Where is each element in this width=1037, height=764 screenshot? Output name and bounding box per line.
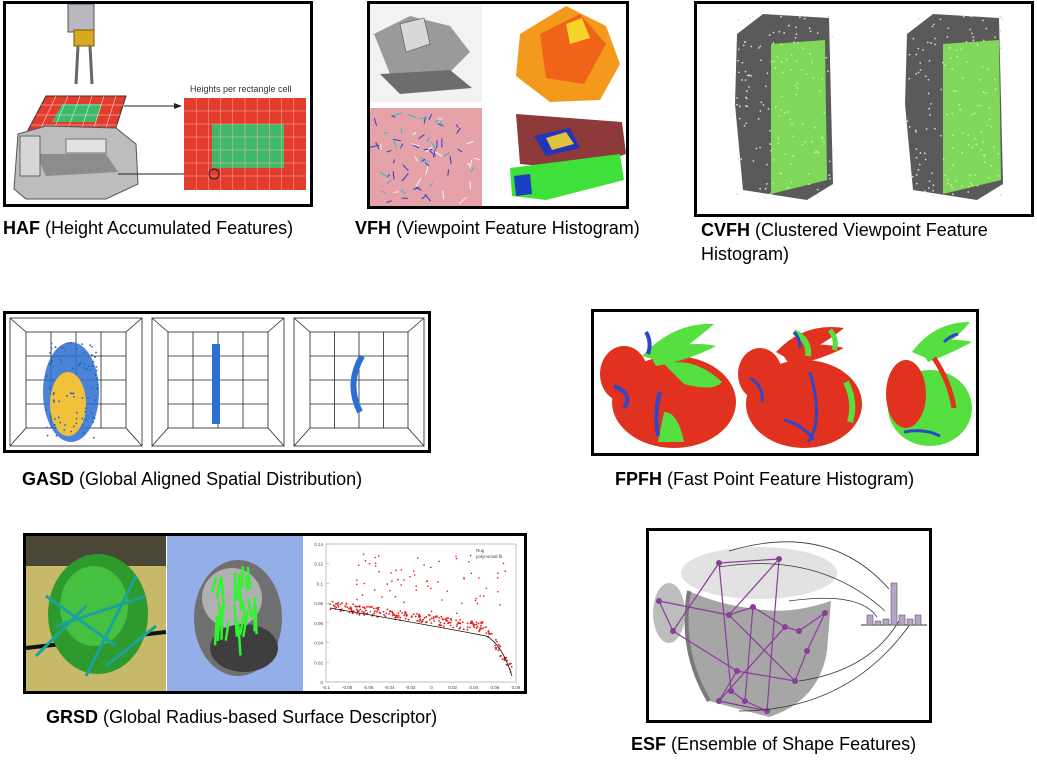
esf-caption: ESF (Ensemble of Shape Features) <box>631 732 916 756</box>
vfh-caption: VFH (Viewpoint Feature Histogram) <box>355 216 640 240</box>
esf-abbr: ESF <box>631 734 667 754</box>
haf-grid-title: Heights per rectangle cell <box>190 84 292 94</box>
gasd-panel <box>3 311 431 453</box>
vfh-panel <box>367 1 629 209</box>
haf-abbr: HAF <box>3 218 40 238</box>
grsd-x-tick: -0.1 <box>322 685 330 690</box>
grsd-y-tick: 0.06 <box>314 621 323 626</box>
grsd-x-tick: -0.08 <box>342 685 353 690</box>
esf-desc: (Ensemble of Shape Features) <box>671 734 917 754</box>
gasd-illustration <box>9 317 425 447</box>
grsd-desc: (Global Radius-based Surface Descriptor) <box>103 707 438 727</box>
grsd-caption: GRSD (Global Radius-based Surface Descri… <box>46 705 437 729</box>
bunny-1 <box>600 323 736 448</box>
cvfh-illustration <box>735 14 1003 200</box>
vfh-illustration <box>370 4 626 206</box>
fpfh-caption: FPFH (Fast Point Feature Histogram) <box>615 467 914 491</box>
esf-panel <box>646 528 932 723</box>
cvfh-caption: CVFH (Clustered Viewpoint Feature Histog… <box>701 218 1031 266</box>
grsd-x-tick: -0.02 <box>405 685 416 690</box>
grsd-illustration: 0.140.120.10.080.060.040.020-0.1 -0.08 -0.… <box>26 536 524 691</box>
grsd-panel: 0.14 0.12 0.1 0.08 0.06 0.04 0.02 0 -0.1 -0.08 -0.… <box>23 533 527 694</box>
haf-panel: Heights per rectangle cell <box>3 1 313 207</box>
vfh-abbr: VFH <box>355 218 391 238</box>
grsd-x-tick: 0.02 <box>448 685 457 690</box>
cvfh-panel <box>694 1 1034 217</box>
haf-caption: HAF (Height Accumulated Features) <box>3 216 293 240</box>
grsd-x-tick: -0.04 <box>384 685 395 690</box>
cvfh-abbr: CVFH <box>701 220 750 240</box>
grsd-y-tick: 0.14 <box>314 542 323 547</box>
fpfh-illustration <box>600 322 972 448</box>
gasd-caption: GASD (Global Aligned Spatial Distributio… <box>22 467 362 491</box>
grsd-y-tick: 0.02 <box>314 660 323 665</box>
haf-illustration: Heights per rectangle cell <box>13 4 306 200</box>
bunny-3 <box>886 322 972 446</box>
fpfh-abbr: FPFH <box>615 469 662 489</box>
grsd-legend-entry: polynomial fit <box>476 554 503 559</box>
grsd-x-tick: -0.06 <box>363 685 374 690</box>
grsd-x-tick: 0.04 <box>469 685 478 690</box>
bunny-2 <box>738 327 862 448</box>
fpfh-desc: (Fast Point Feature Histogram) <box>667 469 915 489</box>
grsd-x-tick: 0.06 <box>491 685 500 690</box>
grsd-y-tick: 0 <box>320 680 323 685</box>
grsd-y-tick: 0.08 <box>314 601 323 606</box>
esf-histogram <box>866 582 922 626</box>
grsd-legend-entry: Rug <box>476 548 485 553</box>
gasd-desc: (Global Aligned Spatial Distribution) <box>79 469 363 489</box>
grsd-x-tick: 0 <box>430 685 433 690</box>
grsd-y-tick: 0.04 <box>314 641 323 646</box>
cvfh-desc: (Clustered Viewpoint Feature Histogram) <box>701 220 988 264</box>
grsd-y-tick: 0.1 <box>317 581 324 586</box>
grsd-abbr: GRSD <box>46 707 99 727</box>
fpfh-panel <box>591 309 979 456</box>
grsd-y-tick: 0.12 <box>314 562 323 567</box>
vfh-desc: (Viewpoint Feature Histogram) <box>396 218 640 238</box>
gasd-abbr: GASD <box>22 469 75 489</box>
haf-desc: (Height Accumulated Features) <box>45 218 294 238</box>
esf-illustration <box>653 541 927 717</box>
grsd-x-tick: 0.08 <box>512 685 521 690</box>
